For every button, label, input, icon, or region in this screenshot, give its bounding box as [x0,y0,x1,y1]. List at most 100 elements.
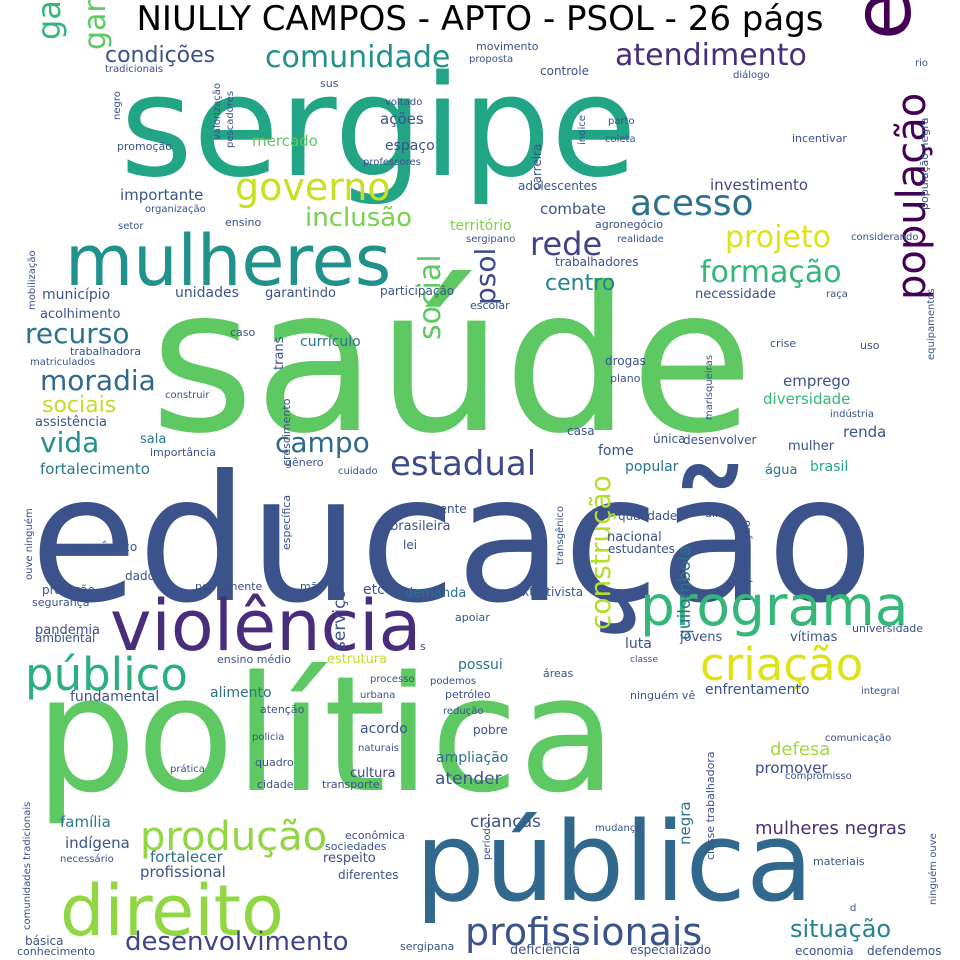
cloud-word: mudança [595,823,642,834]
cloud-word: saúde [150,245,754,478]
cloud-word: centro [545,271,615,296]
cloud-word: demanda [405,586,466,601]
cloud-word: mãe [300,580,324,593]
cloud-word: etc [363,582,385,598]
cloud-word: indígena [65,834,130,852]
cloud-word: política [35,641,617,828]
cloud-word: especializado [630,943,711,957]
cloud-word: campo [275,426,370,459]
cloud-word: investimento [710,176,808,194]
cloud-word: movimento [476,40,539,53]
cloud-word: carreira [530,144,544,190]
cloud-word: integral [861,686,900,697]
cloud-word: gênero [285,456,324,469]
cloud-word: diálogo [733,69,770,81]
cloud-word: processo [370,674,415,685]
cloud-word: universidade [852,622,923,635]
cloud-word: atendimento [615,38,807,73]
cloud-word: sociais [42,393,116,418]
cloud-word: econômica [345,829,405,842]
cloud-word: apoiar [455,611,490,624]
cloud-word: transporte [322,778,380,791]
cloud-word: fundamental [70,689,159,705]
cloud-word: comunidade [265,40,450,75]
cloud-word: policia [252,732,284,743]
cloud-word: economia [795,944,854,958]
cloud-word: comunicação [825,733,891,744]
cloud-word: indústria [830,408,874,420]
cloud-word: direta [705,507,737,520]
cloud-word: água [765,463,797,478]
cloud-word: setor [118,221,144,232]
cloud-word: direito [60,870,284,952]
cloud-word: criação [700,638,863,691]
cloud-word: classe trabalhadora [704,751,717,860]
cloud-word: emprego [783,372,850,390]
cloud-word: vítimas [790,630,838,645]
cloud-word: território [450,218,512,234]
cloud-word: ensino médio [217,653,291,666]
cloud-word: ninguém ouve [927,833,939,905]
cloud-word: espaço [385,138,435,154]
cloud-word: índice [576,115,588,145]
cloud-word: específica [280,495,293,550]
cloud-word: popular [625,459,679,475]
cloud-word: sergipana [400,940,454,953]
cloud-word: família [60,813,111,831]
cloud-word: importância [150,446,216,459]
cloud-word: prática [170,763,205,775]
cloud-word: permanente [195,580,263,593]
cloud-word: matriculados [30,357,95,368]
cloud-word: garantir [30,0,68,40]
cloud-word: nacional [607,530,662,545]
cloud-word: construção [584,475,617,630]
cloud-word: governo [235,165,391,209]
cloud-word: áreas [543,667,574,680]
cloud-word: fortalecer [150,848,224,866]
cloud-word: naturais [358,743,399,754]
cloud-word: população [889,93,935,300]
cloud-word: sala [140,432,166,447]
cloud-word: voltado [385,97,422,108]
cloud-title: NIULLY CAMPOS - APTO - PSOL - 26 págs [136,0,824,39]
cloud-word: petróleo [445,688,491,701]
cloud-word: social [413,254,448,340]
cloud-word: violência [110,585,421,667]
cloud-word: importante [120,186,203,204]
cloud-word: ninguém vê [630,689,695,702]
cloud-word: dado [125,569,155,583]
cloud-word: mulheres negras [755,818,906,839]
cloud-word: mulheres [65,220,391,302]
cloud-word: considerando [851,232,919,243]
cloud-word: única [653,432,686,446]
cloud-word: proteção [42,583,95,597]
cloud-word: garantindo [265,286,336,301]
cloud-word: transgênico [554,506,566,565]
cloud-word: lei [403,538,417,552]
cloud-word: materiais [813,855,865,868]
cloud-word: quilombola [675,546,695,640]
cloud-word: ouve ninguém [23,508,35,580]
cloud-word: marisqueiras [704,355,715,420]
cloud-word: podemos [430,676,476,687]
cloud-word: rio [915,58,928,69]
cloud-word: econômico [72,540,137,554]
cloud-word: jovens [679,630,722,645]
cloud-word: recurso [25,317,130,350]
cloud-word: diferentes [338,868,399,882]
cloud-word: conhecimento [17,945,95,958]
cloud-word: necessário [60,853,114,865]
cloud-word: estadual [390,444,536,484]
cloud-word: fome [598,443,634,459]
cloud-word: parto [608,116,635,127]
cloud-word: crianças [470,812,541,832]
cloud-word: combate [540,200,606,218]
cloud-word: trabalhadores [555,255,639,269]
cloud-word: pandemia [35,623,100,638]
cloud-word: equipamentos [926,288,937,360]
cloud-word: defesa [770,739,830,760]
cloud-word: participação [380,284,454,298]
cloud-word: possui [458,657,503,673]
cloud-word: uso [860,339,880,352]
cloud-word: promover [755,759,828,777]
